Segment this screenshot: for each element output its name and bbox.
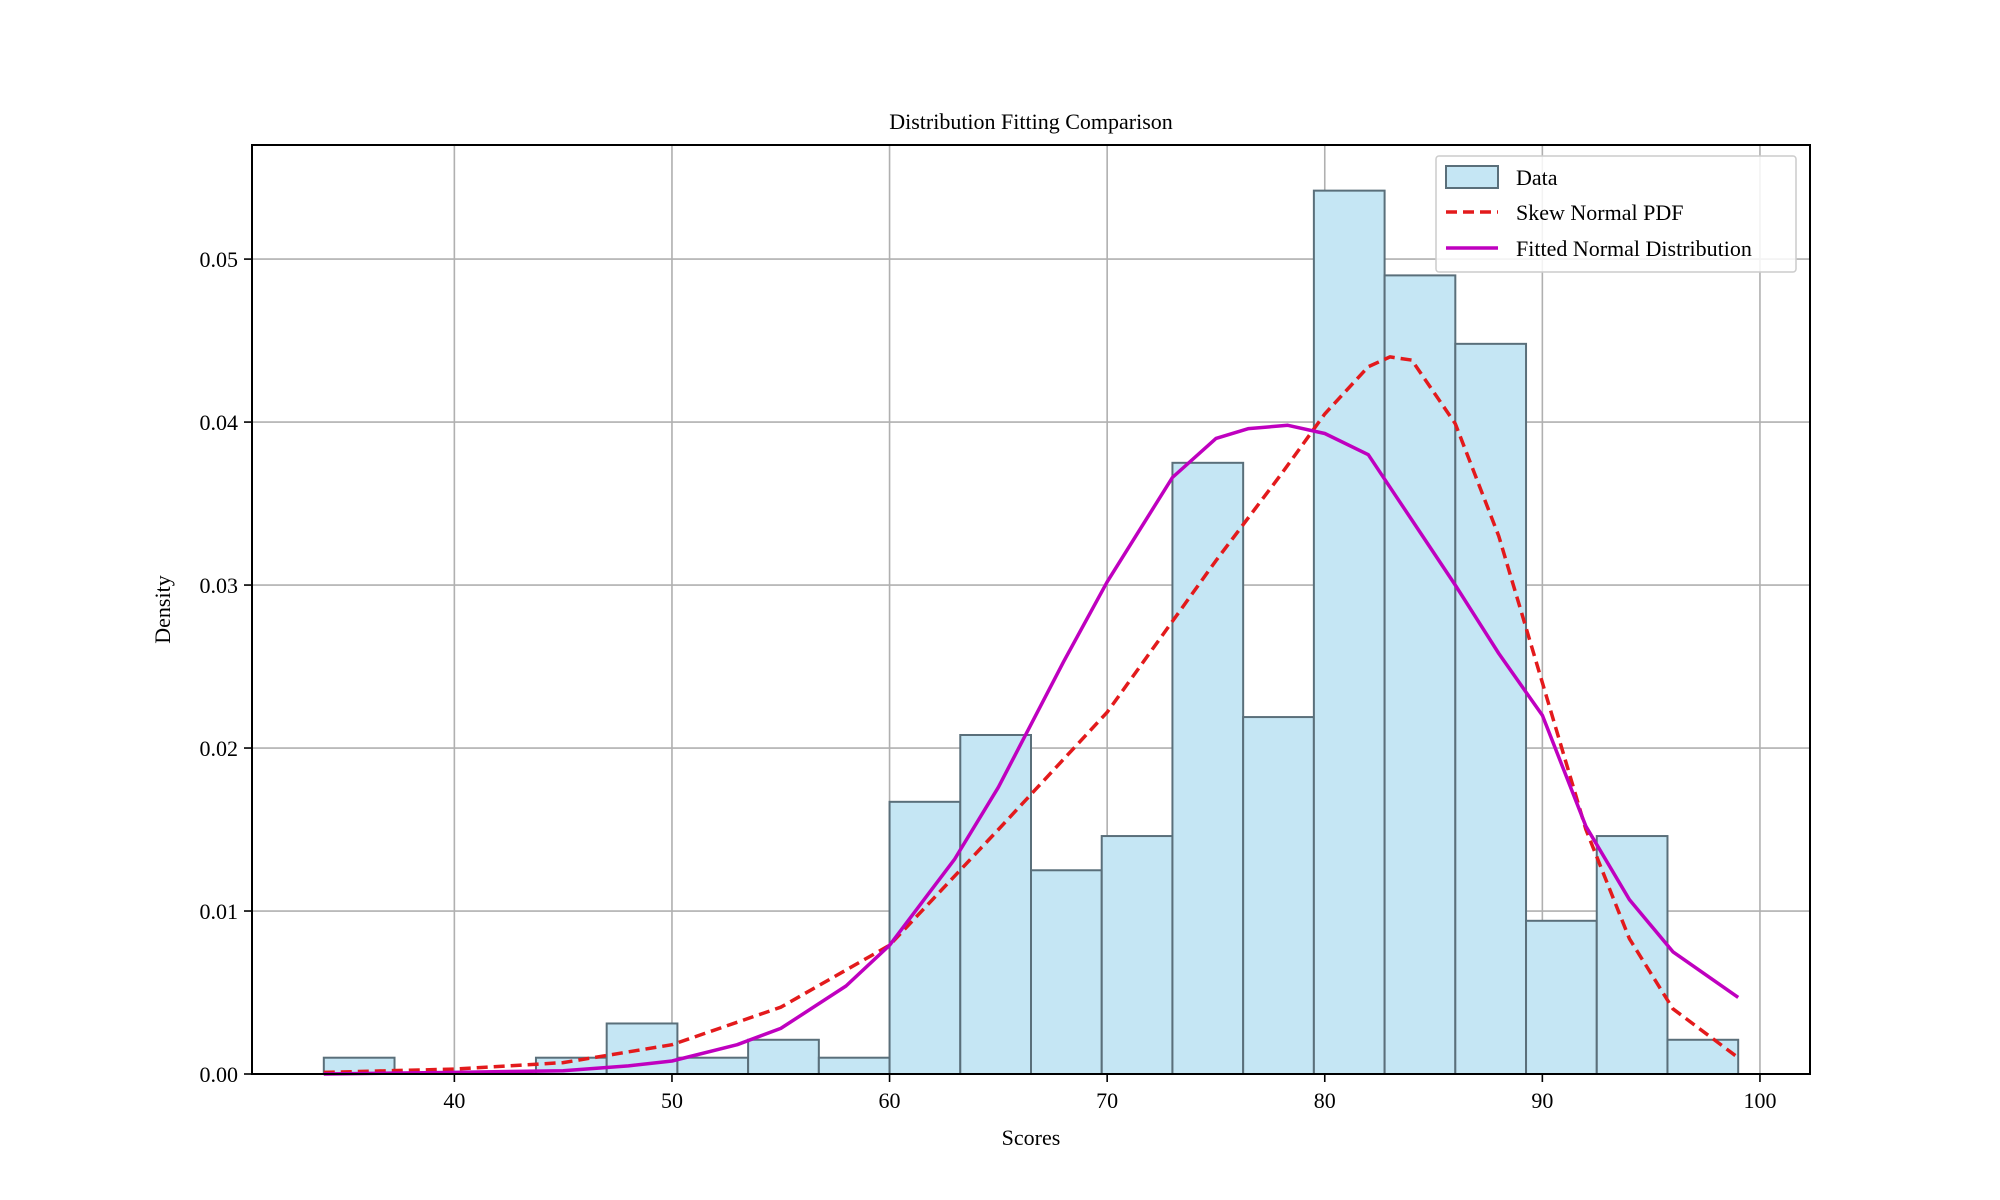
x-tick-label-90: 90 <box>1531 1088 1553 1113</box>
y-tick-label-0: 0.00 <box>200 1062 239 1087</box>
x-tick-label-50: 50 <box>661 1088 683 1113</box>
histogram-bar-13 <box>1242 716 1315 1075</box>
x-tick-label-100: 100 <box>1743 1088 1776 1113</box>
legend-swatch-data <box>1445 165 1499 189</box>
x-tick-label-40: 40 <box>443 1088 465 1113</box>
y-tick-label-2: 0.02 <box>200 736 239 761</box>
x-tick-label-80: 80 <box>1314 1088 1336 1113</box>
fitted-normal-line <box>323 423 1740 1076</box>
histogram-bar-14 <box>1312 189 1386 1076</box>
x-tick-label-60: 60 <box>879 1088 901 1113</box>
y-tick-label-5: 0.05 <box>200 247 239 272</box>
ticks-layer: 40 50 60 70 80 90 100 0.00 0.01 0.02 0.03 0.04 0.05 <box>200 247 1777 1113</box>
histogram-bar-17 <box>1525 919 1598 1076</box>
curves-layer <box>323 355 1740 1076</box>
y-tick-label-1: 0.01 <box>200 899 239 924</box>
y-tick-label-3: 0.03 <box>200 573 239 598</box>
histogram-bar-6 <box>747 1038 820 1075</box>
histogram-bar-7 <box>817 1056 891 1076</box>
histogram-bar-8 <box>888 800 962 1075</box>
histogram-bar-9 <box>959 733 1032 1076</box>
histogram-bar-18 <box>1595 835 1669 1075</box>
y-axis-label: Density <box>150 575 175 643</box>
histogram-bar-15 <box>1383 274 1457 1075</box>
y-tick-label-4: 0.04 <box>200 410 239 435</box>
legend-label-skew: Skew Normal PDF <box>1516 200 1683 225</box>
histogram-bar-19 <box>1666 1038 1740 1075</box>
x-axis-label: Scores <box>1002 1125 1061 1150</box>
legend-box <box>1435 155 1797 273</box>
legend-label-normal: Fitted Normal Distribution <box>1516 236 1752 261</box>
skew-normal-pdf-line <box>323 355 1740 1075</box>
chart-title: Distribution Fitting Comparison <box>889 109 1173 134</box>
histogram-bar-5 <box>676 1056 750 1076</box>
legend: Data Skew Normal PDF Fitted Normal Distr… <box>1435 155 1797 273</box>
legend-label-data: Data <box>1516 165 1558 190</box>
histogram-bar-10 <box>1030 869 1103 1075</box>
histogram-bar-11 <box>1100 835 1174 1075</box>
histogram-bar-12 <box>1171 461 1245 1075</box>
bars-layer <box>322 189 1740 1076</box>
x-tick-label-70: 70 <box>1096 1088 1118 1113</box>
plot-frame <box>251 144 1811 1075</box>
